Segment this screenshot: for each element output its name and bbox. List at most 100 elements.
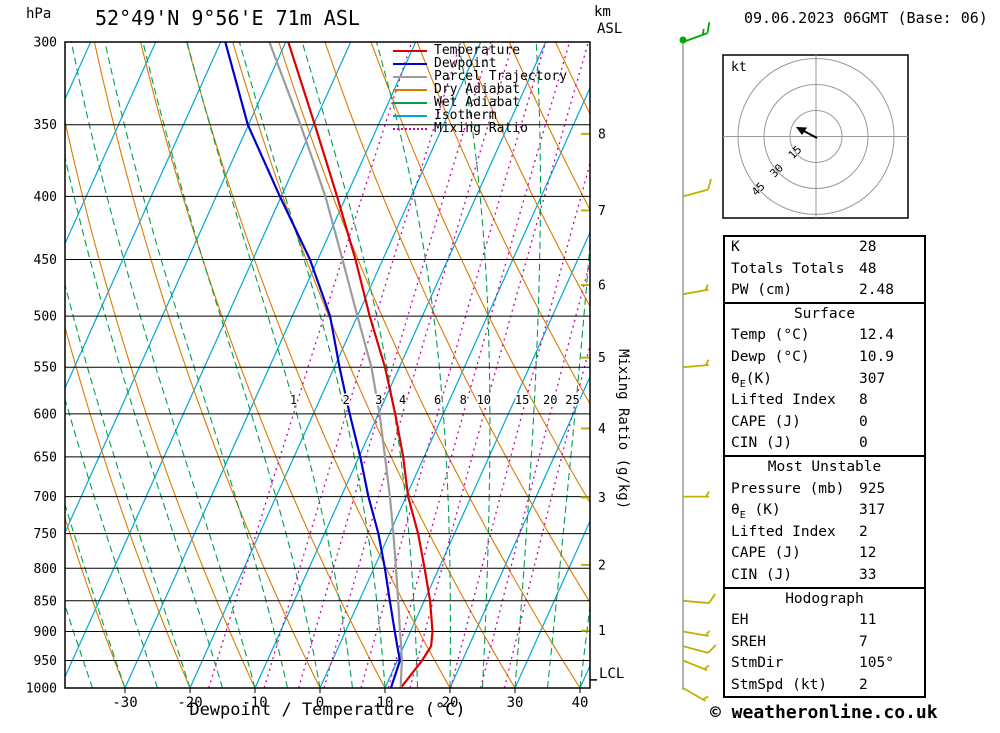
mixing-ratio-label: 1 xyxy=(290,393,297,407)
temp-tick-label: -10 xyxy=(242,695,267,711)
stat-row: EH 11 xyxy=(725,610,924,632)
wind-staff-top-dot xyxy=(679,36,687,44)
isotherm-line xyxy=(189,42,482,688)
stat-value: 8 xyxy=(859,392,868,409)
pressure-tick-label: 450 xyxy=(34,253,57,268)
wind-barb xyxy=(682,593,716,604)
pressure-tick-label: 850 xyxy=(34,594,57,609)
stat-label-subscript: E xyxy=(739,510,746,522)
mixing-ratio-line xyxy=(387,42,571,688)
parcel-trajectory-curve xyxy=(268,42,403,688)
isotherm-lines xyxy=(0,42,590,688)
mixing-ratio-line xyxy=(503,342,590,688)
mixing-ratio-label: 15 xyxy=(515,393,529,407)
stats-section-summary: K 28 Totals Totals 48 PW (cm) 2.48 xyxy=(723,235,926,304)
mixing-ratio-line xyxy=(297,42,492,688)
stat-value: 2 xyxy=(859,523,868,540)
wet-adiabat-line xyxy=(142,42,321,688)
stat-label: θE(K) xyxy=(731,370,772,390)
pressure-tick-label: 400 xyxy=(34,190,57,205)
dewpoint-curve xyxy=(224,42,402,688)
dry-adiabat-line xyxy=(93,42,321,688)
wet-adiabat-line xyxy=(104,42,289,688)
stat-row: SREH 7 xyxy=(725,632,924,654)
stats-section-title: Surface xyxy=(793,305,856,322)
legend-swatch xyxy=(393,49,427,52)
temperature-curve xyxy=(287,42,434,688)
stats-section-title: Most Unstable xyxy=(767,458,882,475)
dry-adiabat-line xyxy=(65,325,191,688)
stat-value: 11 xyxy=(859,612,877,629)
altitude-unit-km-label: km xyxy=(594,4,611,20)
km-tick-label: 1 xyxy=(598,624,606,639)
stat-row: Dewp (°C) 10.9 xyxy=(725,347,924,369)
pressure-tick-label: 800 xyxy=(34,562,57,577)
wet-adiabat-line xyxy=(65,155,224,688)
isotherm-line xyxy=(65,42,157,246)
dry-adiabat-line xyxy=(232,42,516,688)
mixing-ratio-label: 6 xyxy=(434,393,441,407)
stat-value: 0 xyxy=(859,413,868,430)
wet-adiabat-line xyxy=(70,42,256,688)
pressure-tick-label: 350 xyxy=(34,118,57,133)
mixing-ratio-line xyxy=(263,42,462,688)
wind-barb xyxy=(682,659,710,672)
pressure-tick-label: 550 xyxy=(34,361,57,376)
mixing-ratio-labels: 1 2 3 4 6 8 10 15 20 25 xyxy=(288,392,581,409)
stat-row: PW (cm) 2.48 xyxy=(725,280,924,302)
legend-label: Mixing Ratio xyxy=(434,121,528,136)
pressure-tick-label: 750 xyxy=(34,527,57,542)
legend-label: Dewpoint xyxy=(434,56,497,71)
pressure-tick-label: 650 xyxy=(34,450,57,465)
pressure-tick-label: 600 xyxy=(34,407,57,422)
wind-barb xyxy=(682,687,709,702)
legend-swatch xyxy=(393,75,427,78)
stat-value: 2.48 xyxy=(859,282,894,299)
wet-adiabat-line xyxy=(457,42,491,688)
pressure-tick-label: 950 xyxy=(34,654,57,669)
stat-row: CIN (J) 0 xyxy=(725,433,924,455)
stat-row: θE (K) 317 xyxy=(725,500,924,522)
stat-label: StmSpd (kt) xyxy=(731,676,828,693)
altitude-unit-asl-label: ASL xyxy=(597,21,623,37)
sounding-curves xyxy=(224,42,434,688)
stat-label: Dewp (°C) xyxy=(731,348,810,365)
isotherm-line xyxy=(65,42,287,534)
stat-label: CIN (J) xyxy=(731,435,793,452)
legend-label: Wet Adiabat xyxy=(434,95,521,110)
mixing-ratio-line xyxy=(409,42,590,688)
mixing-ratio-line xyxy=(450,161,590,688)
chart-legend: Temperature Dewpoint Parcel Trajectory Dry … xyxy=(393,44,567,135)
stat-value: 10.9 xyxy=(859,348,894,365)
legend-swatch xyxy=(393,62,427,65)
km-tick-label: 3 xyxy=(598,491,606,506)
pressure-axis-unit: hPa xyxy=(26,6,52,22)
isotherm-line xyxy=(449,375,590,688)
legend-item: Wet Adiabat xyxy=(393,96,567,109)
mixing-ratio-label: 10 xyxy=(477,393,491,407)
dry-adiabat-line xyxy=(370,42,590,504)
mixing-ratio-label: 3 xyxy=(375,393,382,407)
temp-tick-label: 10 xyxy=(377,695,394,711)
hodograph-trace xyxy=(801,129,818,139)
km-axis: 1 2 3 4 5 6 7 8 xyxy=(581,127,606,681)
stat-label: SREH xyxy=(731,633,766,650)
isotherm-line xyxy=(0,42,26,688)
stat-row: K 28 xyxy=(725,237,924,259)
temp-tick-label: 40 xyxy=(572,695,589,711)
stat-row: Temp (°C) 12.4 xyxy=(725,325,924,347)
stat-value: 48 xyxy=(859,260,877,277)
stat-label: CAPE (J) xyxy=(731,545,801,562)
dry-adiabat-line xyxy=(462,42,590,308)
stat-row: Lifted Index 2 xyxy=(725,522,924,544)
mixing-ratio-line xyxy=(208,42,413,688)
stat-label-subscript: E xyxy=(739,378,746,390)
stat-value: 925 xyxy=(859,480,886,497)
wind-barb xyxy=(682,644,717,654)
stat-value: 307 xyxy=(859,370,886,387)
stat-row: θE(K) 307 xyxy=(725,369,924,391)
km-tick-label: 6 xyxy=(598,278,606,293)
wet-adiabat-line xyxy=(579,601,590,688)
